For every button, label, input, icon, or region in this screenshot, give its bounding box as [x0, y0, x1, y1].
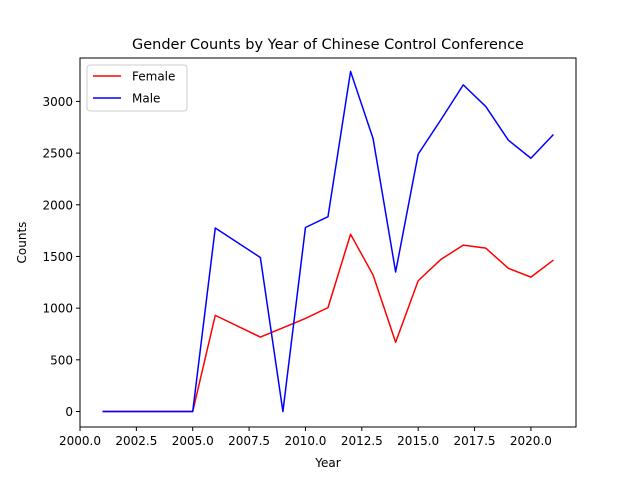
- x-axis-label: Year: [314, 456, 340, 470]
- x-tick-label: 2002.5: [115, 434, 157, 448]
- y-tick-label: 500: [50, 353, 73, 367]
- y-axis: 0 500 1000 1500 2000 2500 3000: [42, 95, 80, 419]
- x-tick-label: 2007.5: [228, 434, 270, 448]
- x-tick-label: 2005.0: [172, 434, 214, 448]
- series-line-male: [102, 70, 554, 413]
- series-layer: [102, 70, 554, 413]
- y-tick-label: 2000: [42, 198, 73, 212]
- legend-label-female: Female: [132, 70, 175, 84]
- legend-label-male: Male: [132, 92, 160, 106]
- chart-title: Gender Counts by Year of Chinese Control…: [132, 37, 524, 53]
- y-tick-label: 2500: [42, 147, 73, 161]
- y-axis-label: Counts: [15, 222, 29, 264]
- x-tick-label: 2010.0: [284, 434, 326, 448]
- x-tick-label: 2015.0: [397, 434, 439, 448]
- y-tick-label: 3000: [42, 95, 73, 109]
- series-line-female: [102, 233, 554, 413]
- legend: Female Male: [86, 64, 188, 112]
- x-tick-label: 2020.0: [510, 434, 552, 448]
- plot-frame: [79, 57, 577, 428]
- x-axis: 2000.0 2002.5 2005.0 2007.5 2010.0 2012.5 2015…: [59, 427, 552, 448]
- x-tick-label: 2012.5: [341, 434, 383, 448]
- x-tick-label: 2000.0: [59, 434, 101, 448]
- y-tick-label: 1000: [42, 302, 73, 316]
- y-tick-label: 0: [65, 405, 73, 419]
- y-tick-label: 1500: [42, 250, 73, 264]
- x-tick-label: 2017.5: [454, 434, 496, 448]
